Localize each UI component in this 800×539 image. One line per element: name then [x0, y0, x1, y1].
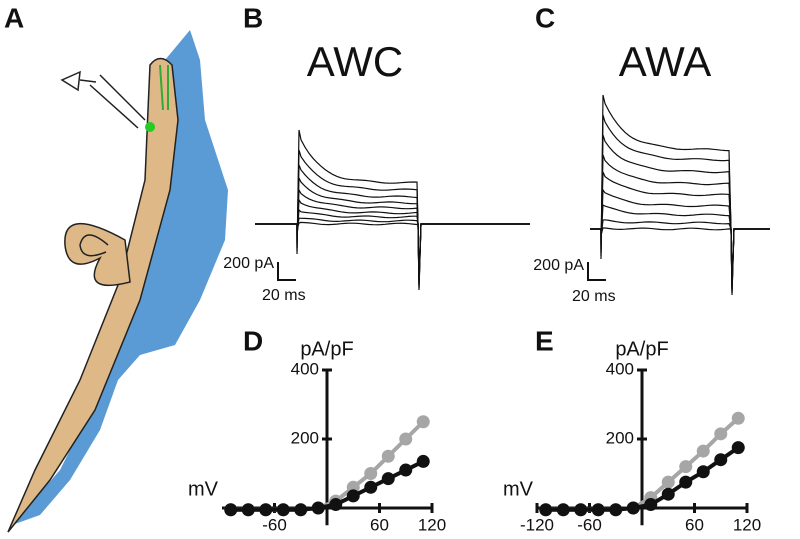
y-tick-label: 200	[291, 428, 319, 447]
current-trace	[590, 114, 770, 282]
current-trace	[255, 164, 530, 279]
data-point	[679, 475, 693, 489]
current-trace	[255, 217, 530, 289]
x-tick-label: 60	[370, 515, 389, 534]
data-point	[364, 480, 378, 494]
data-point	[679, 460, 693, 474]
y-axis-label: pA/pF	[300, 338, 353, 360]
y-tick-label: 400	[606, 359, 634, 378]
panel-label: D	[243, 325, 263, 356]
data-point	[696, 465, 710, 479]
current-trace	[255, 208, 530, 287]
scale-bar	[587, 262, 606, 281]
data-point	[731, 441, 745, 455]
current-trace	[255, 149, 530, 277]
data-point	[399, 463, 413, 477]
data-point	[224, 503, 238, 517]
data-point	[556, 503, 570, 517]
data-point	[399, 432, 413, 446]
current-trace	[590, 188, 770, 290]
data-point	[259, 503, 273, 517]
worm-drawing	[7, 30, 228, 533]
y-tick-label: 200	[606, 428, 634, 447]
data-point	[241, 503, 255, 517]
data-point	[416, 415, 430, 429]
data-point	[294, 503, 308, 517]
current-trace	[590, 134, 770, 284]
data-point	[696, 444, 710, 458]
panel-title: AWA	[619, 38, 712, 85]
data-point	[714, 427, 728, 441]
data-point	[626, 501, 640, 515]
data-point	[714, 453, 728, 467]
scale-label: 200 pA	[223, 255, 274, 272]
x-axis-label: mV	[188, 478, 219, 500]
data-point	[276, 503, 290, 517]
data-point	[416, 454, 430, 468]
panel-label: C	[535, 2, 555, 33]
y-axis-label: pA/pF	[615, 338, 668, 360]
data-point	[591, 503, 605, 517]
current-trace	[255, 198, 530, 285]
x-tick-label: -120	[520, 515, 554, 534]
current-trace	[590, 227, 770, 296]
current-trace	[255, 221, 530, 291]
data-point	[329, 498, 343, 512]
current-trace	[255, 177, 530, 281]
x-tick-label: -60	[577, 515, 602, 534]
y-tick-label: 400	[291, 359, 319, 378]
data-point	[381, 472, 395, 486]
data-point	[574, 503, 588, 517]
scale-label: 20 ms	[262, 287, 306, 304]
data-point	[661, 475, 675, 489]
current-trace	[255, 187, 530, 283]
current-trace	[590, 219, 770, 294]
panel-label: E	[535, 325, 554, 356]
data-point	[644, 498, 658, 512]
x-axis-label: mV	[503, 478, 534, 500]
scale-label: 20 ms	[572, 288, 616, 305]
current-trace	[590, 94, 770, 280]
data-point	[609, 503, 623, 517]
x-tick-label: 120	[418, 515, 446, 534]
scale-label: 200 pA	[533, 257, 584, 274]
x-tick-label: 120	[733, 515, 761, 534]
data-point	[381, 449, 395, 463]
x-tick-label: -60	[262, 515, 287, 534]
panel-label: B	[243, 2, 263, 33]
data-point	[539, 503, 553, 517]
data-point	[731, 411, 745, 425]
panel-title: AWC	[307, 38, 403, 85]
data-point	[364, 467, 378, 480]
data-point	[661, 487, 675, 501]
current-trace	[590, 154, 770, 286]
data-point	[311, 501, 325, 515]
panel-label: A	[4, 2, 24, 33]
current-trace	[255, 129, 530, 275]
x-tick-label: 60	[685, 515, 704, 534]
current-trace	[590, 204, 770, 292]
current-trace	[590, 171, 770, 288]
scale-bar	[277, 262, 296, 281]
data-point	[346, 489, 360, 503]
